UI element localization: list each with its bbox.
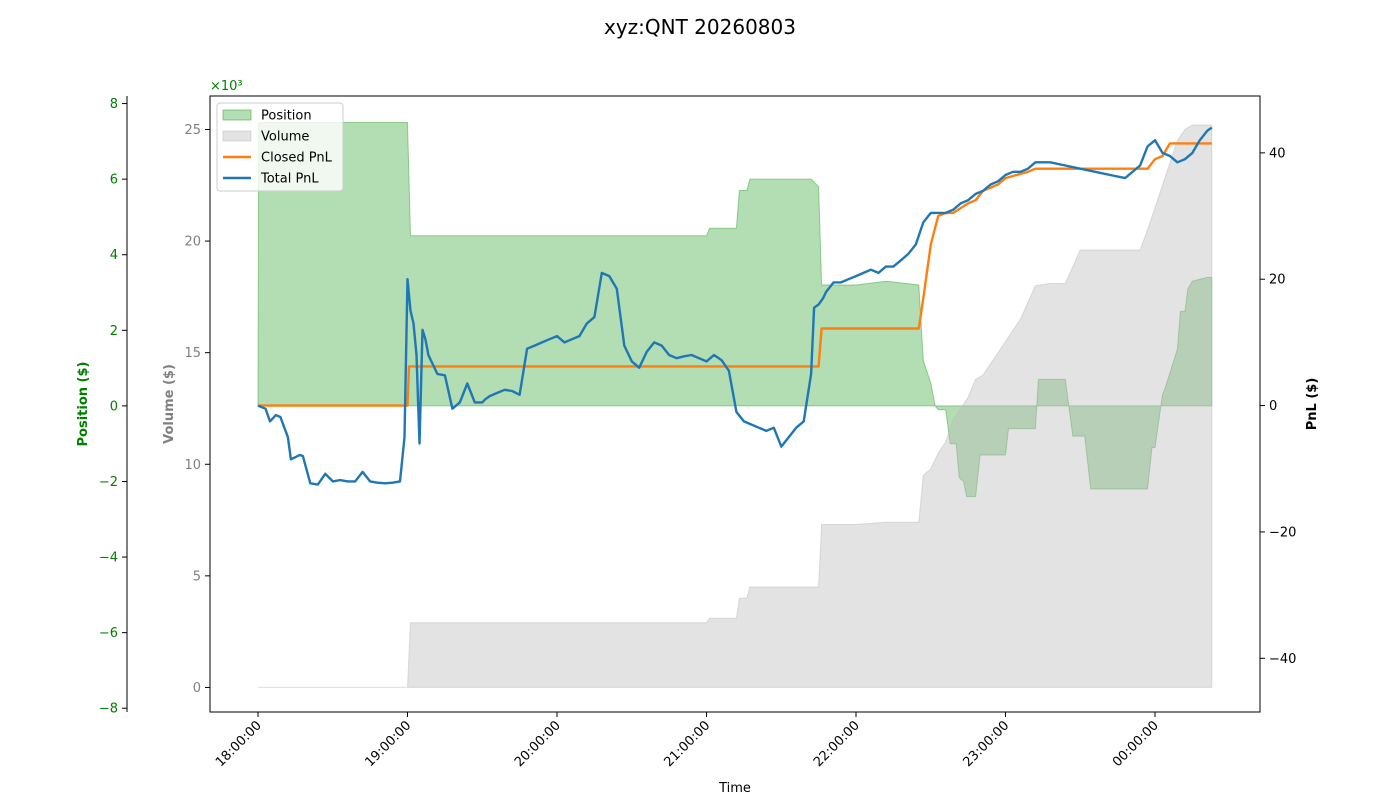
time-tick-label: 20:00:00 xyxy=(512,718,564,770)
position-tick-label: 0 xyxy=(110,399,118,414)
position-tick-label: −4 xyxy=(99,551,118,566)
legend-box xyxy=(216,102,344,192)
volume-tick-label: 10 xyxy=(184,458,201,473)
pnl-tick-label: −20 xyxy=(1269,525,1296,540)
volume-multiplier-label: ×10³ xyxy=(210,79,243,94)
position-tick-label: −8 xyxy=(99,702,118,717)
legend-label: Total PnL xyxy=(260,172,319,187)
position-tick-label: −2 xyxy=(99,475,118,490)
time-tick-label: 21:00:00 xyxy=(661,718,713,770)
volume-tick-label: 15 xyxy=(184,346,201,361)
time-tick-label: 00:00:00 xyxy=(1110,718,1162,770)
position-tick-label: 4 xyxy=(110,248,118,263)
position-area-layer xyxy=(257,122,1213,498)
pnl-tick-label: 40 xyxy=(1269,146,1286,161)
legend-swatch xyxy=(222,130,252,142)
time-tick-label: 23:00:00 xyxy=(960,718,1012,770)
volume-tick-label: 0 xyxy=(193,681,201,696)
position-axis: −8 −6 −4 −2 0 2 4 6 8 xyxy=(99,96,128,717)
position-tick-label: 8 xyxy=(110,97,118,112)
position-axis-label: Position ($) xyxy=(76,362,91,447)
legend-label: Closed PnL xyxy=(261,151,333,166)
time-tick-label: 22:00:00 xyxy=(811,718,863,770)
legend-label: Volume xyxy=(261,130,309,145)
chart-title: xyz:QNT 20260803 xyxy=(604,15,796,39)
volume-tick-label: 5 xyxy=(193,569,201,584)
volume-axis: 0 5 10 15 20 25 xyxy=(184,96,211,712)
closed-pnl-line xyxy=(258,142,1212,407)
position-tick-label: −6 xyxy=(99,626,118,641)
legend-label: Position xyxy=(261,109,312,124)
volume-axis-label: Volume ($) xyxy=(162,364,177,444)
plot-area xyxy=(209,95,1261,713)
volume-tick-label: 20 xyxy=(184,235,201,250)
legend: Position Volume Closed PnL Total PnL xyxy=(216,102,344,192)
pnl-tick-label: 0 xyxy=(1269,399,1277,414)
time-axis: 18:00:00 19:00:00 20:00:00 21:00:00 22:00:00… xyxy=(213,712,1162,770)
volume-area-layer xyxy=(258,124,1213,688)
pnl-tick-label: −40 xyxy=(1269,652,1296,667)
volume-area xyxy=(258,124,1213,688)
pnl-tick-label: 20 xyxy=(1269,273,1286,288)
legend-swatch xyxy=(222,109,252,121)
pnl-axis: −40 −20 0 20 40 xyxy=(1259,96,1296,712)
time-tick-label: 19:00:00 xyxy=(362,718,414,770)
total-pnl-line xyxy=(257,126,1213,486)
position-area xyxy=(257,122,1213,498)
position-tick-label: 2 xyxy=(110,324,118,339)
position-tick-label: 6 xyxy=(110,173,118,188)
pnl-lines-layer xyxy=(257,126,1213,486)
time-axis-label: Time xyxy=(718,781,751,796)
volume-tick-label: 25 xyxy=(184,123,201,138)
time-tick-label: 18:00:00 xyxy=(213,718,265,770)
pnl-axis-label: PnL ($) xyxy=(1305,378,1320,431)
